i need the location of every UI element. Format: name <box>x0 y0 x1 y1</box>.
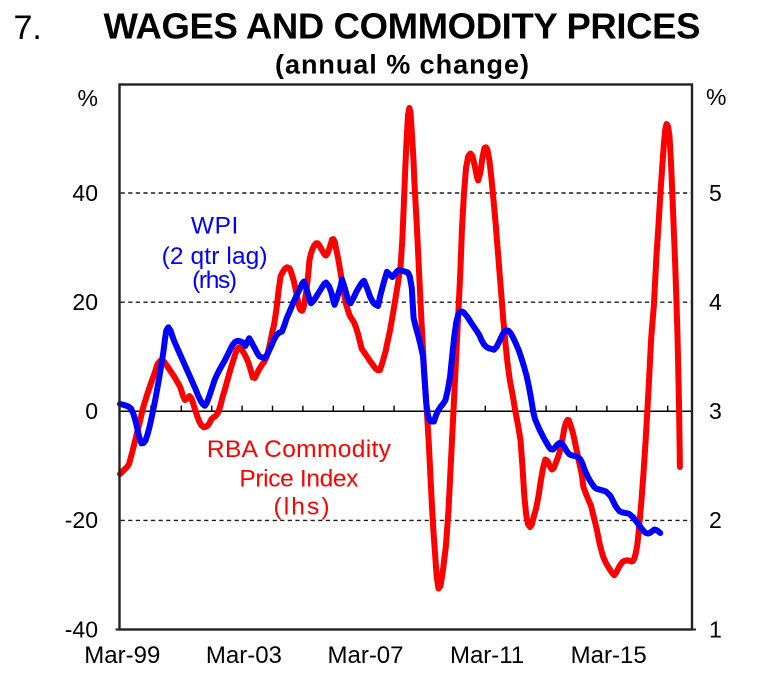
svg-text:3: 3 <box>709 398 722 424</box>
svg-text:-40: -40 <box>65 617 98 643</box>
svg-text:%: % <box>706 84 726 110</box>
svg-text:Mar-03: Mar-03 <box>206 642 282 669</box>
svg-text:(rhs): (rhs) <box>192 267 237 294</box>
svg-text:Mar-07: Mar-07 <box>327 642 403 669</box>
svg-text:%: % <box>78 85 98 111</box>
svg-text:1: 1 <box>709 617 722 643</box>
svg-text:Price Index: Price Index <box>239 465 358 492</box>
svg-text:0: 0 <box>85 398 98 424</box>
svg-text:4: 4 <box>709 289 722 315</box>
svg-text:Mar-15: Mar-15 <box>571 642 647 669</box>
svg-text:40: 40 <box>72 180 98 206</box>
svg-text:20: 20 <box>72 289 98 315</box>
svg-text:Mar-99: Mar-99 <box>84 642 160 669</box>
svg-text:(annual % change): (annual % change) <box>275 50 529 80</box>
svg-text:2: 2 <box>709 507 722 533</box>
svg-text:7.: 7. <box>14 9 42 47</box>
svg-text:(2 qtr lag): (2 qtr lag) <box>162 243 268 270</box>
svg-text:RBA Commodity: RBA Commodity <box>207 436 392 463</box>
svg-text:WAGES AND COMMODITY PRICES: WAGES AND COMMODITY PRICES <box>104 6 701 47</box>
svg-text:Mar-11: Mar-11 <box>450 642 524 669</box>
svg-text:5: 5 <box>709 180 722 206</box>
svg-text:-20: -20 <box>65 507 98 533</box>
svg-text:WPI: WPI <box>191 212 239 239</box>
